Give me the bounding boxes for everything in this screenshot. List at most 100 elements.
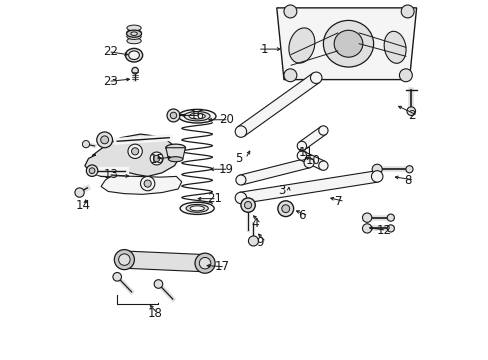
Circle shape (310, 72, 321, 84)
Circle shape (284, 69, 296, 82)
Circle shape (362, 213, 371, 222)
Ellipse shape (126, 34, 141, 40)
Polygon shape (239, 158, 310, 185)
Circle shape (235, 126, 246, 137)
Circle shape (362, 224, 371, 233)
Circle shape (235, 175, 245, 185)
Circle shape (248, 236, 258, 246)
Circle shape (400, 5, 413, 18)
Ellipse shape (178, 109, 216, 123)
Text: 3: 3 (278, 184, 285, 197)
Circle shape (116, 251, 133, 268)
Text: 1: 1 (260, 42, 267, 55)
Ellipse shape (168, 157, 183, 162)
Circle shape (82, 140, 89, 148)
Text: 17: 17 (215, 260, 230, 273)
Circle shape (318, 161, 327, 170)
Circle shape (406, 107, 415, 116)
Text: 18: 18 (147, 307, 162, 320)
Text: 19: 19 (218, 163, 233, 176)
Text: 10: 10 (305, 154, 320, 167)
Circle shape (75, 188, 84, 197)
Ellipse shape (185, 204, 208, 212)
Circle shape (195, 253, 215, 273)
Ellipse shape (180, 202, 214, 215)
Ellipse shape (131, 32, 137, 36)
Ellipse shape (189, 113, 205, 119)
Circle shape (405, 166, 412, 173)
Polygon shape (276, 8, 416, 80)
Ellipse shape (333, 30, 362, 57)
Circle shape (199, 257, 210, 269)
Circle shape (241, 198, 255, 212)
Ellipse shape (126, 38, 141, 44)
Circle shape (304, 158, 313, 168)
Circle shape (277, 201, 293, 217)
Circle shape (101, 136, 108, 144)
Text: 9: 9 (255, 235, 263, 248)
Circle shape (371, 171, 382, 182)
Circle shape (113, 273, 121, 281)
Polygon shape (85, 134, 180, 177)
Text: 15: 15 (150, 153, 164, 166)
Text: 11: 11 (298, 145, 313, 158)
Ellipse shape (125, 48, 142, 62)
Polygon shape (165, 148, 185, 159)
Text: 16: 16 (190, 109, 204, 122)
Text: 8: 8 (403, 174, 410, 186)
Circle shape (167, 109, 180, 122)
Circle shape (170, 112, 176, 119)
Circle shape (86, 165, 98, 176)
Ellipse shape (323, 21, 373, 67)
Ellipse shape (384, 31, 405, 63)
Ellipse shape (288, 28, 314, 63)
Text: 2: 2 (407, 109, 414, 122)
Text: 6: 6 (298, 210, 305, 222)
Circle shape (318, 126, 327, 135)
Text: 14: 14 (75, 199, 90, 212)
Circle shape (140, 176, 155, 191)
Circle shape (89, 168, 95, 174)
Polygon shape (124, 251, 205, 272)
Polygon shape (240, 171, 377, 204)
Circle shape (153, 155, 160, 162)
Circle shape (154, 280, 163, 288)
Circle shape (131, 148, 139, 155)
Circle shape (281, 205, 289, 213)
Circle shape (386, 214, 394, 221)
Ellipse shape (126, 30, 141, 35)
Circle shape (244, 202, 251, 209)
Circle shape (114, 249, 134, 270)
Circle shape (119, 254, 130, 265)
Circle shape (297, 141, 306, 150)
Text: 4: 4 (250, 217, 258, 230)
Circle shape (297, 151, 306, 160)
Circle shape (371, 164, 382, 174)
Circle shape (196, 255, 213, 272)
Text: 5: 5 (235, 152, 243, 165)
Circle shape (399, 69, 411, 82)
Ellipse shape (190, 206, 204, 211)
Ellipse shape (128, 51, 139, 59)
Circle shape (150, 152, 163, 165)
Ellipse shape (184, 112, 210, 121)
Polygon shape (299, 152, 325, 170)
Polygon shape (237, 73, 319, 136)
Polygon shape (299, 127, 325, 150)
Circle shape (128, 144, 142, 158)
Text: 20: 20 (218, 113, 233, 126)
Ellipse shape (126, 30, 142, 37)
Circle shape (144, 180, 151, 187)
Ellipse shape (126, 25, 141, 31)
Circle shape (235, 192, 246, 204)
Ellipse shape (132, 67, 138, 74)
Text: 22: 22 (103, 45, 118, 58)
Circle shape (386, 225, 394, 232)
Text: 12: 12 (376, 224, 391, 237)
Ellipse shape (165, 144, 185, 151)
Text: 13: 13 (103, 168, 118, 181)
Polygon shape (101, 176, 182, 194)
Circle shape (284, 5, 296, 18)
Text: 7: 7 (334, 195, 342, 208)
Text: 23: 23 (103, 75, 118, 88)
